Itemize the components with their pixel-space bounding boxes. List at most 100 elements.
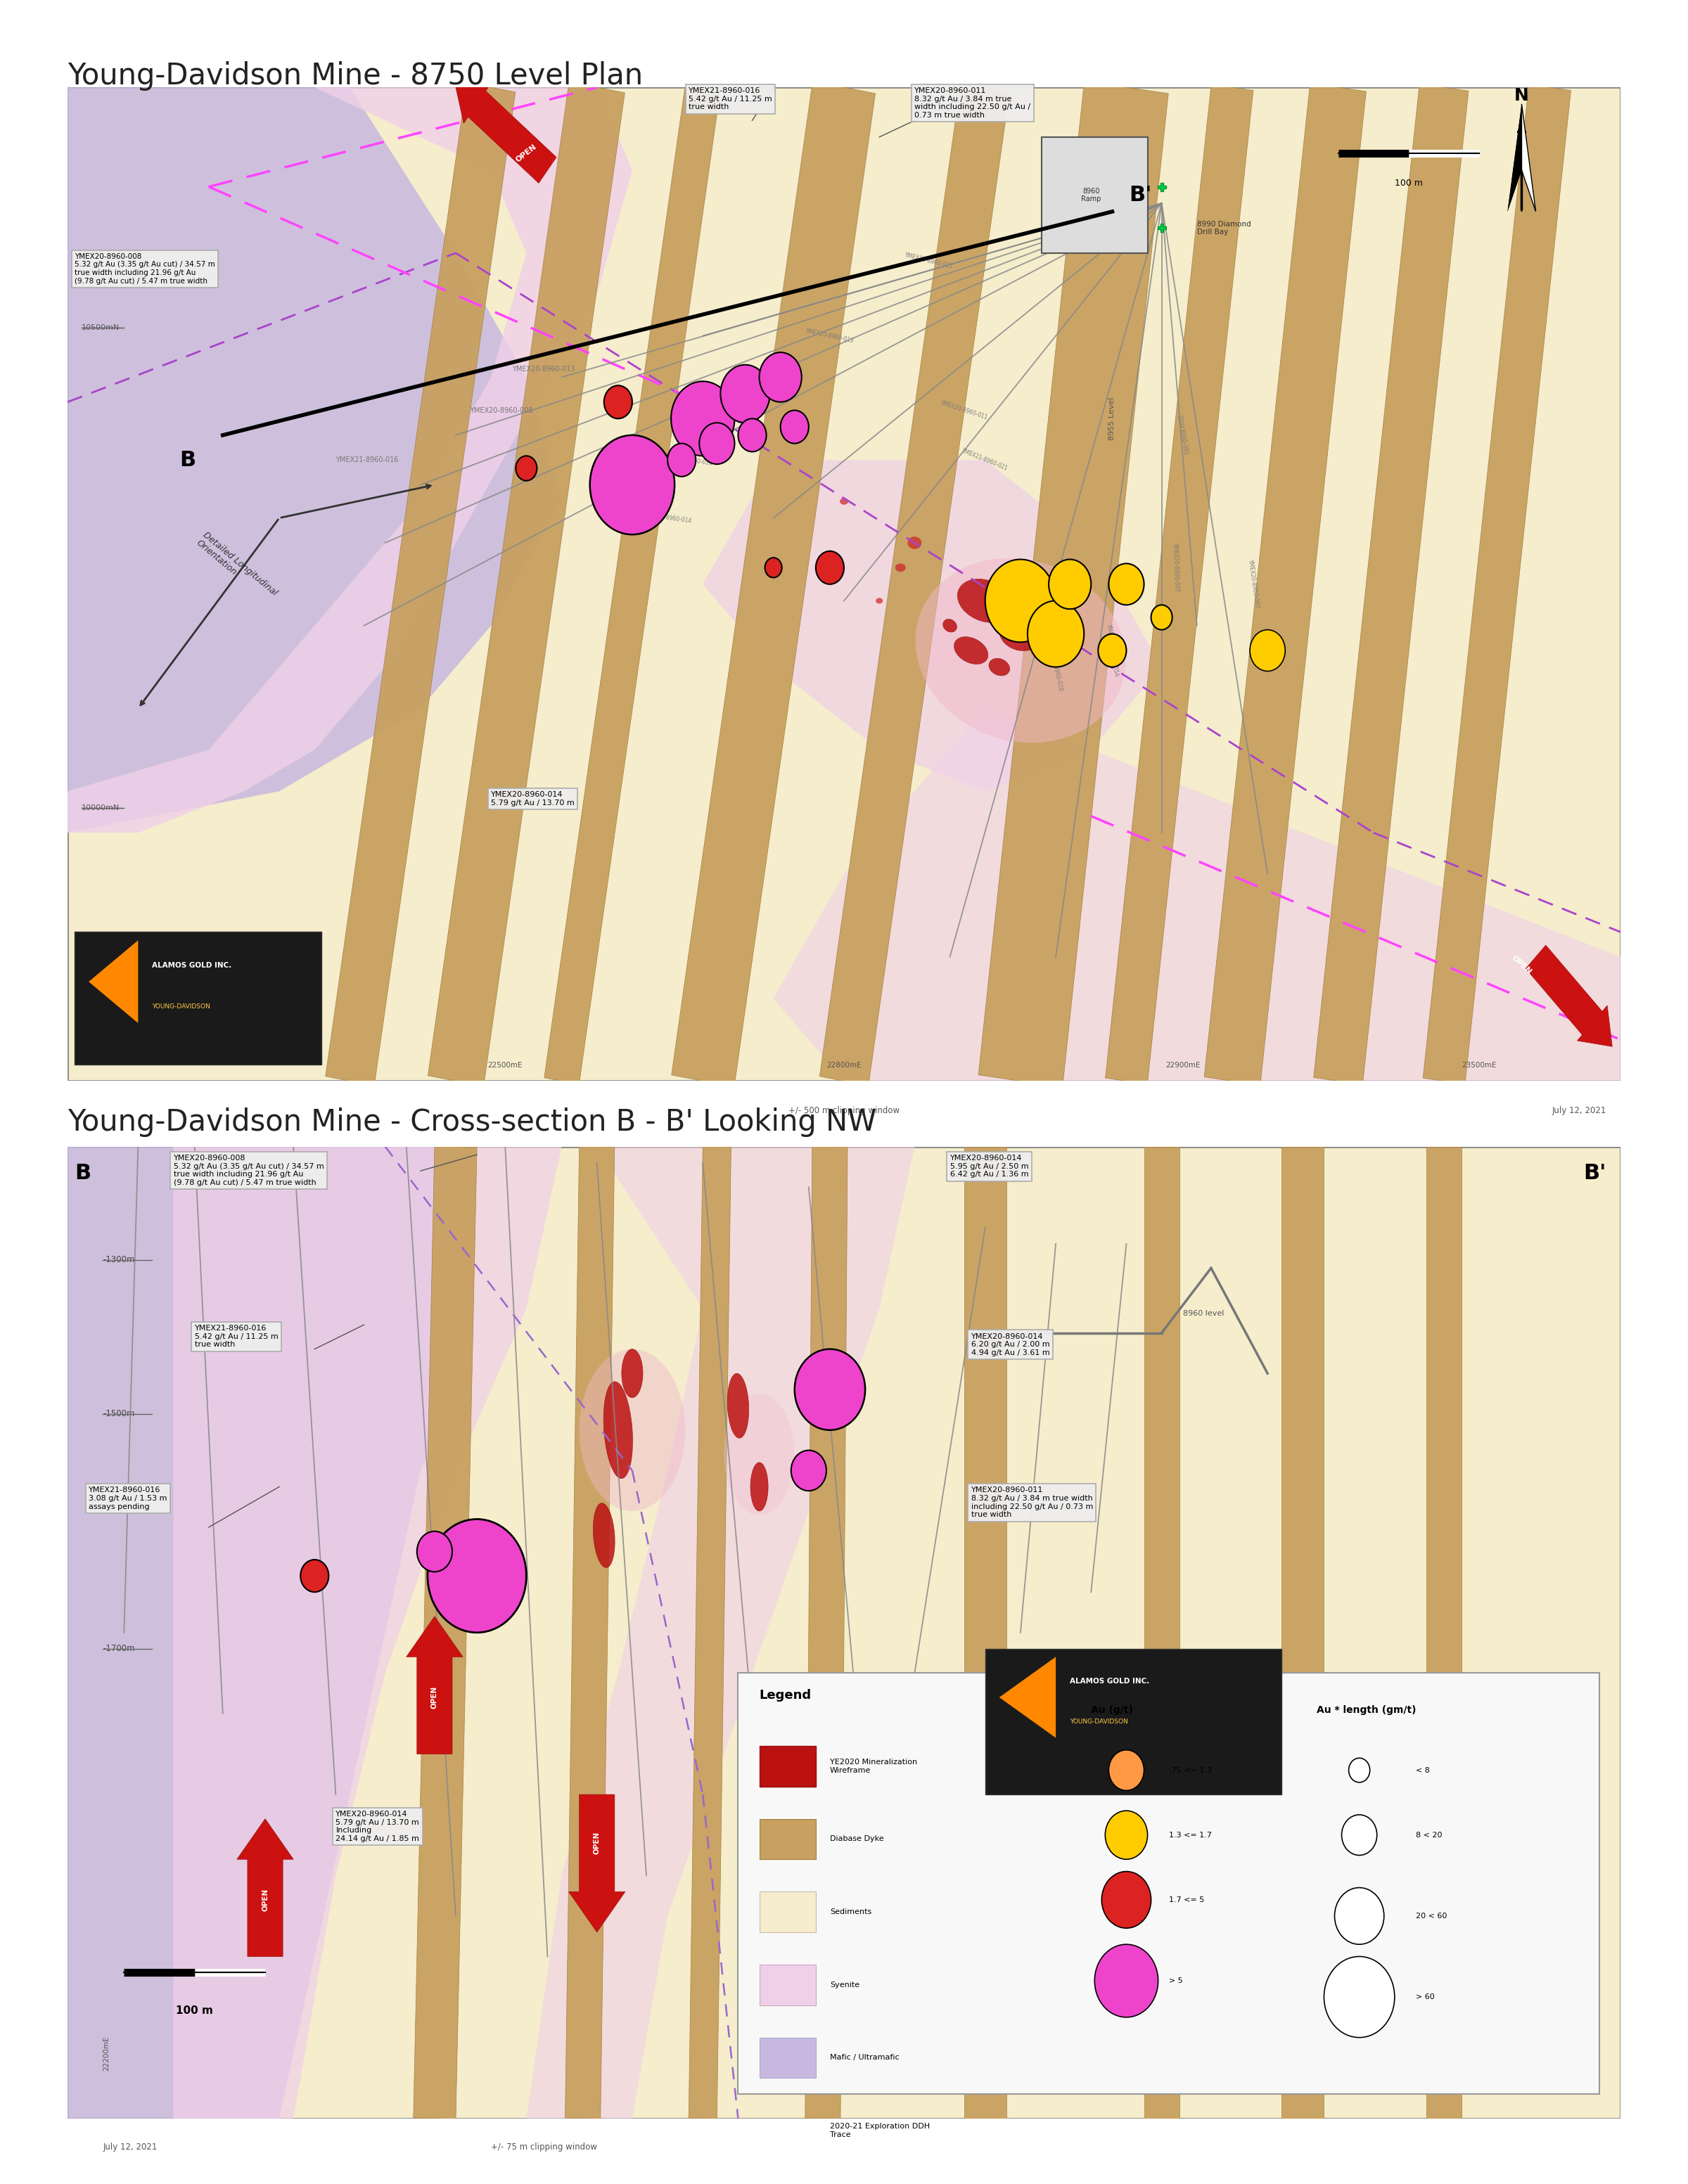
Text: .75 <= 1.3: .75 <= 1.3 [1168, 1767, 1212, 1773]
Polygon shape [544, 83, 721, 1085]
Text: YMEX20-8960-011
8.32 g/t Au / 3.84 m true width
including 22.50 g/t Au / 0.73 m
: YMEX20-8960-011 8.32 g/t Au / 3.84 m tru… [971, 1487, 1094, 1518]
FancyArrow shape [569, 1795, 625, 1933]
Text: -1300m: -1300m [103, 1256, 135, 1265]
Polygon shape [1426, 1147, 1462, 2118]
Text: 20 < 60: 20 < 60 [1416, 1913, 1447, 1920]
Polygon shape [68, 87, 633, 832]
Polygon shape [1204, 83, 1366, 1085]
Circle shape [1106, 1811, 1148, 1859]
Text: 8955 Level: 8955 Level [1109, 397, 1116, 441]
Circle shape [738, 419, 766, 452]
Polygon shape [820, 83, 1009, 1085]
Ellipse shape [895, 563, 906, 572]
Polygon shape [964, 1147, 1006, 2118]
Bar [760, 2038, 815, 2077]
Text: Syenite: Syenite [830, 1981, 859, 1987]
Ellipse shape [1041, 605, 1070, 629]
Text: YMEX20-8990-007: YMEX20-8990-007 [1171, 544, 1180, 592]
Circle shape [1099, 633, 1126, 666]
Circle shape [1349, 1758, 1371, 1782]
Text: 8960
Ramp: 8960 Ramp [1080, 188, 1101, 203]
Text: B: B [179, 450, 196, 470]
Circle shape [792, 1450, 827, 1492]
Text: Young-Davidson Mine - Cross-section B - B' Looking NW: Young-Davidson Mine - Cross-section B - … [68, 1107, 876, 1138]
Ellipse shape [1065, 579, 1075, 590]
Text: 8990 Diamond
Drill Bay: 8990 Diamond Drill Bay [1197, 221, 1251, 236]
Polygon shape [1313, 83, 1469, 1085]
Polygon shape [174, 1147, 562, 2118]
FancyArrow shape [760, 1835, 815, 1972]
Circle shape [1102, 1872, 1151, 1928]
Bar [738, 1673, 1599, 2094]
Circle shape [986, 559, 1055, 642]
Text: +/- 75 m clipping window: +/- 75 m clipping window [491, 2143, 598, 2151]
Ellipse shape [621, 1350, 643, 1398]
Text: Diabase Dyke: Diabase Dyke [830, 1835, 885, 1843]
Bar [760, 1819, 815, 1859]
Text: Sediments: Sediments [830, 1909, 871, 1915]
Text: B': B' [1129, 186, 1151, 205]
Circle shape [1342, 1815, 1377, 1854]
Text: ALAMOS GOLD INC.: ALAMOS GOLD INC. [1070, 1677, 1150, 1684]
Ellipse shape [604, 1382, 633, 1479]
Text: YMEX20-8960-011
8.32 g/t Au / 3.84 m true
width including 22.50 g/t Au /
0.73 m : YMEX20-8960-011 8.32 g/t Au / 3.84 m tru… [915, 87, 1031, 118]
Polygon shape [68, 1147, 456, 2118]
Circle shape [517, 456, 537, 480]
Text: YMEX20-8960-007: YMEX20-8960-007 [1247, 559, 1259, 609]
Circle shape [780, 411, 809, 443]
Circle shape [1028, 601, 1084, 666]
Text: OPEN: OPEN [783, 1872, 792, 1896]
Text: 2020-21 Exploration DDH
Trace: 2020-21 Exploration DDH Trace [830, 2123, 930, 2138]
Text: YMEX20-8960-014
5.79 g/t Au / 13.70 m: YMEX20-8960-014 5.79 g/t Au / 13.70 m [491, 791, 574, 806]
Circle shape [417, 1531, 452, 1572]
Text: N: N [1514, 87, 1529, 105]
Text: OPEN: OPEN [1511, 954, 1533, 976]
Text: 10000mN: 10000mN [81, 804, 120, 810]
Text: DDH 8960-001: DDH 8960-001 [1177, 415, 1190, 454]
Text: Detailed Longitudinal
Orientation: Detailed Longitudinal Orientation [194, 531, 279, 605]
Polygon shape [326, 83, 515, 1085]
Polygon shape [414, 1147, 478, 2118]
Ellipse shape [1031, 642, 1052, 660]
Polygon shape [1144, 1147, 1180, 2118]
Text: OPEN: OPEN [262, 1889, 268, 1911]
Circle shape [721, 365, 770, 424]
Text: YOUNG-DAVIDSON: YOUNG-DAVIDSON [152, 1002, 211, 1009]
FancyArrow shape [454, 83, 557, 183]
Text: YMEX19-8960-005A: YMEX19-8960-005A [1106, 625, 1119, 677]
Polygon shape [702, 461, 1161, 791]
Circle shape [604, 384, 633, 419]
Bar [986, 1649, 1281, 1795]
Circle shape [765, 557, 782, 577]
Text: +/- 500 m clipping window: +/- 500 m clipping window [788, 1105, 900, 1116]
Bar [1041, 138, 1148, 253]
Text: -1700m: -1700m [103, 1645, 135, 1653]
FancyArrow shape [1526, 946, 1612, 1046]
Text: B': B' [1583, 1162, 1607, 1184]
Text: 1.7 <= 5: 1.7 <= 5 [1168, 1896, 1204, 1902]
Text: -1500m: -1500m [103, 1409, 135, 1417]
Circle shape [1335, 1887, 1384, 1944]
Polygon shape [979, 81, 1168, 1088]
Text: 23500mE: 23500mE [1462, 1061, 1497, 1068]
Polygon shape [1521, 105, 1536, 212]
Text: YMEX20-8960-010: YMEX20-8960-010 [1048, 642, 1063, 692]
Ellipse shape [944, 618, 957, 631]
Text: Young-Davidson Mine - 8750 Level Plan: Young-Davidson Mine - 8750 Level Plan [68, 61, 643, 92]
Circle shape [815, 550, 844, 585]
Ellipse shape [999, 618, 1041, 651]
Circle shape [589, 435, 675, 535]
Text: YMEX21-8960-021: YMEX21-8960-021 [960, 448, 1009, 472]
Polygon shape [1106, 85, 1252, 1083]
Text: YMEX20-8960-011: YMEX20-8960-011 [940, 400, 989, 422]
Circle shape [1323, 1957, 1394, 2038]
Polygon shape [68, 87, 562, 832]
Ellipse shape [957, 579, 1013, 622]
Circle shape [1249, 629, 1285, 670]
Polygon shape [1507, 105, 1536, 212]
Text: Au * length (gm/t): Au * length (gm/t) [1317, 1706, 1416, 1714]
Text: > 5: > 5 [1168, 1977, 1183, 1985]
Ellipse shape [751, 1463, 768, 1511]
Text: 8960 level: 8960 level [1183, 1310, 1224, 1317]
Bar [760, 1891, 815, 1933]
